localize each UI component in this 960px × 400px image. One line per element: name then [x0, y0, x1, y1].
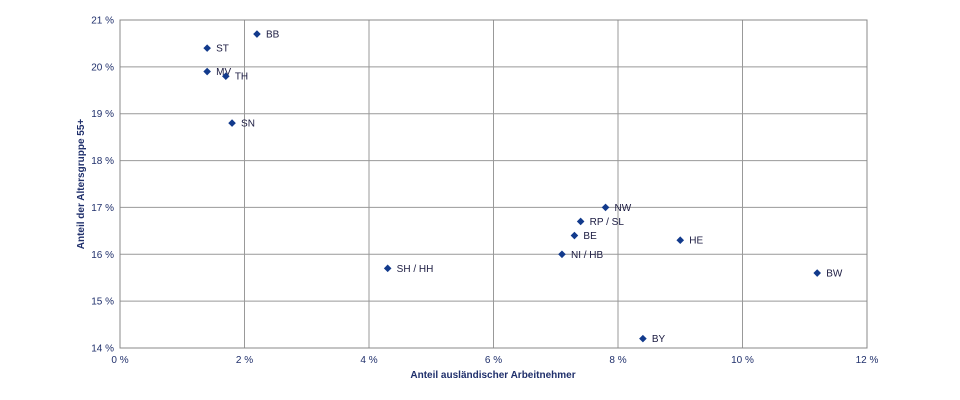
plot-area-border — [119, 19, 868, 349]
data-point-marker — [813, 269, 821, 277]
data-point-marker — [570, 231, 579, 240]
data-point-marker — [228, 119, 236, 127]
y-axis-ticks: 14 % 15 % 16 % 17 % 18 % 19 % 20 % 21 % — [91, 16, 114, 355]
data-point-label: TH — [235, 72, 248, 83]
data-point-marker — [639, 334, 647, 343]
data-point-label: SH / HH — [397, 264, 434, 275]
data-point-label: BY — [652, 334, 666, 345]
data-point-marker — [576, 217, 585, 226]
x-tick-label: 8 % — [609, 355, 626, 366]
y-tick-label: 19 % — [91, 109, 114, 120]
y-tick-label: 16 % — [91, 250, 114, 261]
y-axis-title: Anteil der Altersgruppe 55+ — [76, 119, 87, 250]
y-tick-label: 20 % — [91, 62, 114, 73]
y-tick-label: 15 % — [91, 297, 114, 308]
y-tick-label: 14 % — [91, 344, 114, 355]
data-point-marker — [676, 236, 685, 245]
data-point-label: SN — [241, 119, 255, 130]
x-axis-title: Anteil ausländischer Arbeitnehmer — [410, 370, 575, 381]
x-tick-label: 4 % — [360, 355, 377, 366]
data-point-label: BB — [266, 30, 280, 41]
data-point-label: BW — [826, 269, 843, 280]
data-point-marker — [558, 250, 566, 259]
data-point-marker — [203, 44, 211, 52]
data-point-label: RP / SL — [590, 217, 625, 228]
y-tick-label: 18 % — [91, 156, 114, 167]
x-tick-label: 10 % — [731, 355, 754, 366]
data-point-label: NW — [615, 203, 632, 214]
x-tick-label: 0 % — [111, 355, 128, 366]
grid — [119, 19, 868, 349]
data-point-marker — [383, 264, 392, 273]
data-point-marker — [601, 203, 610, 212]
data-point-label: ST — [216, 44, 229, 55]
x-tick-label: 6 % — [485, 355, 502, 366]
data-point-label: MV — [216, 67, 231, 78]
y-tick-label: 21 % — [91, 16, 114, 27]
data-points: BB ST MV TH SN SH / HH NW RP / SL BE NI / HB HE BW B… — [203, 30, 843, 345]
y-tick-label: 17 % — [91, 203, 114, 214]
data-point-marker — [222, 72, 230, 81]
data-point-label: HE — [689, 236, 703, 247]
x-tick-label: 12 % — [856, 355, 879, 366]
data-point-marker — [253, 30, 261, 38]
x-tick-label: 2 % — [236, 355, 253, 366]
data-point-label: NI / HB — [571, 250, 604, 261]
x-axis-ticks: 0 % 2 % 4 % 6 % 8 % 10 % 12 % — [111, 355, 878, 366]
data-point-label: BE — [583, 231, 597, 242]
data-point-marker — [203, 67, 211, 76]
